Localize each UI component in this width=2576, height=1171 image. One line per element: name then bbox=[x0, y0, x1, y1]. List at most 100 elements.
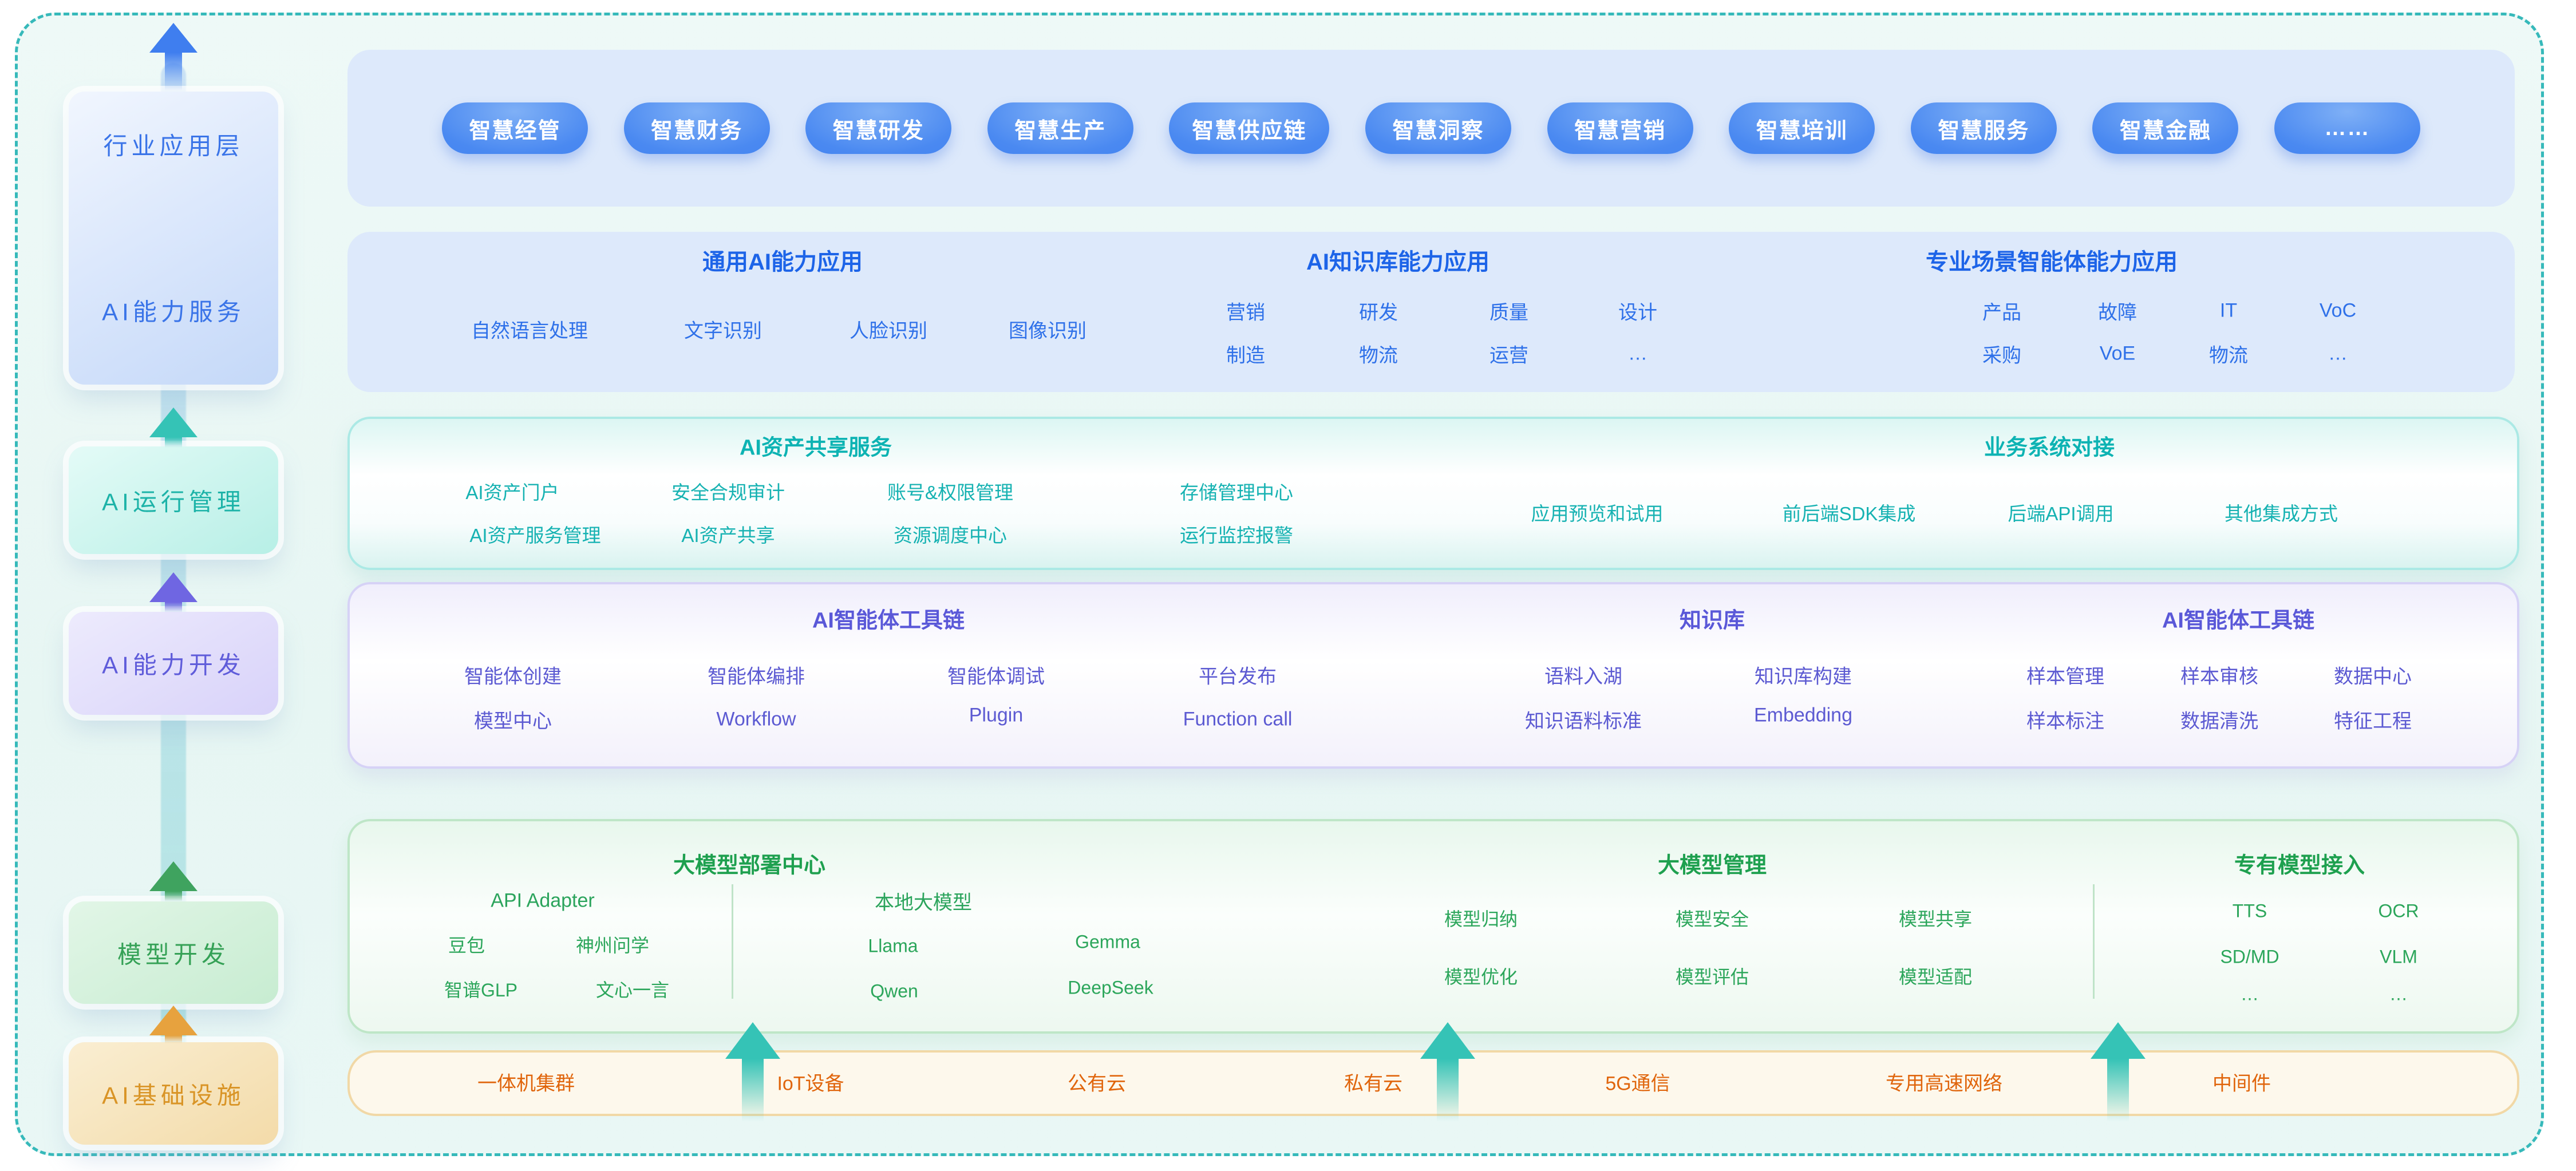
section-title-model-deploy: 大模型部署中心 bbox=[673, 853, 826, 878]
dev-item: 平台发布 bbox=[1199, 666, 1277, 688]
capability-item: 人脸识别 bbox=[850, 320, 927, 342]
industry-pill: 智慧培训 bbox=[1729, 102, 1875, 154]
industry-pill: 智慧经管 bbox=[442, 102, 588, 154]
industry-pill: 智慧生产 bbox=[987, 102, 1133, 154]
capability-item: 制造 bbox=[1226, 345, 1265, 367]
model-item: 模型归纳 bbox=[1444, 909, 1518, 929]
model-item: OCR bbox=[2378, 900, 2419, 921]
subgroup-title-api-adapter: API Adapter bbox=[491, 889, 595, 912]
run-item: 其他集成方式 bbox=[2225, 503, 2338, 524]
capability-item: VoE bbox=[2099, 342, 2136, 365]
model-item: 模型评估 bbox=[1675, 967, 1749, 987]
dev-item: 数据清洗 bbox=[2180, 710, 2258, 733]
model-item: 模型安全 bbox=[1675, 909, 1749, 929]
dev-item: 样本管理 bbox=[2026, 666, 2104, 688]
layer-label: 行业应用层 bbox=[103, 132, 244, 160]
run-item: 资源调度中心 bbox=[894, 525, 1007, 546]
layer-label: AI基础设施 bbox=[102, 1082, 245, 1109]
layer-box-infrastructure bbox=[69, 1042, 278, 1145]
up-arrow-icon bbox=[149, 572, 197, 612]
industry-pill: 智慧财务 bbox=[623, 102, 770, 154]
model-item: Gemma bbox=[1075, 931, 1140, 952]
industry-apps-panel: 智慧经管 智慧财务 智慧研发 智慧生产 智慧供应链 智慧洞察 智慧营销 智慧培训… bbox=[347, 50, 2515, 207]
industry-pill: 智慧服务 bbox=[1910, 102, 2057, 154]
run-item: 安全合规审计 bbox=[671, 482, 785, 503]
ai-capability-panel bbox=[347, 232, 2515, 392]
layer-box-application bbox=[69, 92, 278, 385]
capability-item: 文字识别 bbox=[684, 320, 762, 342]
layer-box-capability-dev bbox=[69, 612, 278, 715]
capability-item: 图像识别 bbox=[1009, 320, 1086, 342]
dev-item: 数据中心 bbox=[2334, 666, 2412, 688]
run-item: AI资产服务管理 bbox=[469, 525, 601, 546]
model-item: TTS bbox=[2232, 900, 2267, 921]
layer-label: 模型开发 bbox=[117, 941, 230, 968]
capability-item: 自然语言处理 bbox=[471, 320, 588, 342]
industry-pill: 智慧供应链 bbox=[1169, 102, 1330, 154]
layer-label: AI能力开发 bbox=[102, 651, 245, 679]
up-arrow-icon bbox=[149, 23, 197, 90]
capability-item: 采购 bbox=[1982, 345, 2021, 367]
run-item: 应用预览和试用 bbox=[1531, 503, 1664, 524]
dev-item: 知识库构建 bbox=[1755, 666, 1852, 688]
model-item: … bbox=[2241, 983, 2259, 1004]
dev-item: Function call bbox=[1183, 708, 1293, 730]
model-item: Llama bbox=[868, 935, 918, 956]
up-arrow-icon bbox=[725, 1022, 780, 1122]
section-title-agent-scenarios: 专业场景智能体能力应用 bbox=[1926, 250, 2178, 275]
run-management-panel bbox=[347, 417, 2519, 570]
capability-item: 运营 bbox=[1490, 345, 1528, 367]
model-item: 模型共享 bbox=[1898, 909, 1973, 929]
model-item: 文心一言 bbox=[595, 980, 670, 1000]
section-title-model-manage: 大模型管理 bbox=[1657, 853, 1767, 878]
capability-item: 质量 bbox=[1490, 302, 1528, 324]
capability-item: VoC bbox=[2319, 299, 2357, 322]
model-item: VLM bbox=[2380, 946, 2417, 967]
capability-item: 物流 bbox=[1359, 345, 1398, 367]
section-title-knowledge-base: 知识库 bbox=[1679, 608, 1745, 633]
infra-item: IoT设备 bbox=[777, 1073, 844, 1095]
industry-pill-row: 智慧经管 智慧财务 智慧研发 智慧生产 智慧供应链 智慧洞察 智慧营销 智慧培训… bbox=[347, 50, 2515, 207]
infra-item: 公有云 bbox=[1068, 1073, 1126, 1095]
capability-item: 营销 bbox=[1226, 302, 1265, 324]
section-title-agent-toolchain: AI智能体工具链 bbox=[812, 608, 965, 633]
run-item: 存储管理中心 bbox=[1180, 482, 1293, 503]
model-item: 豆包 bbox=[448, 935, 485, 956]
capability-dev-panel bbox=[347, 582, 2519, 769]
capability-item: 研发 bbox=[1359, 302, 1398, 324]
up-arrow-icon bbox=[149, 408, 197, 448]
run-item: 前后端SDK集成 bbox=[1782, 503, 1916, 524]
infra-item: 一体机集群 bbox=[477, 1073, 575, 1095]
divider bbox=[2093, 884, 2095, 999]
capability-item: … bbox=[1628, 342, 1647, 365]
run-item: AI资产共享 bbox=[681, 525, 775, 546]
capability-item: IT bbox=[2219, 299, 2238, 322]
up-arrow-icon bbox=[149, 861, 197, 901]
divider bbox=[732, 884, 733, 999]
industry-pill-more: …… bbox=[2274, 102, 2420, 154]
layer-label: AI运行管理 bbox=[102, 488, 245, 516]
section-title-system-integration: 业务系统对接 bbox=[1984, 436, 2115, 460]
infra-item: 私有云 bbox=[1344, 1073, 1402, 1095]
layer-box-run-mgmt bbox=[69, 446, 278, 554]
dev-item: 知识语料标准 bbox=[1525, 710, 1642, 733]
up-arrow-icon bbox=[149, 1006, 197, 1043]
dev-item: Workflow bbox=[716, 708, 796, 730]
industry-pill: 智慧金融 bbox=[2092, 102, 2239, 154]
dev-item: 样本标注 bbox=[2026, 710, 2104, 733]
capability-item: 设计 bbox=[1618, 302, 1657, 324]
model-item: DeepSeek bbox=[1068, 977, 1153, 998]
model-item: … bbox=[2389, 983, 2408, 1004]
dev-item: 智能体调试 bbox=[947, 666, 1045, 688]
model-item: 智谱GLP bbox=[444, 980, 518, 1000]
dev-item: Embedding bbox=[1753, 704, 1853, 726]
section-title-knowledge-ai: AI知识库能力应用 bbox=[1306, 250, 1490, 275]
dev-item: 智能体创建 bbox=[464, 666, 562, 688]
subgroup-title-local-models: 本地大模型 bbox=[875, 892, 972, 914]
up-arrow-icon bbox=[2091, 1022, 2146, 1122]
dev-item: Plugin bbox=[969, 704, 1024, 726]
infra-item: 5G通信 bbox=[1605, 1073, 1670, 1095]
run-item: 运行监控报警 bbox=[1180, 525, 1293, 546]
section-title-general-ai: 通用AI能力应用 bbox=[702, 250, 863, 275]
